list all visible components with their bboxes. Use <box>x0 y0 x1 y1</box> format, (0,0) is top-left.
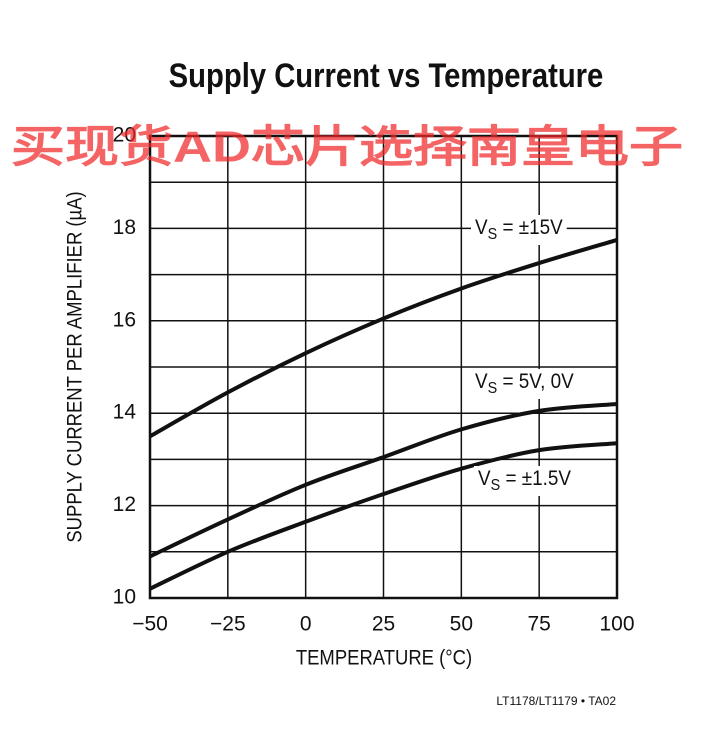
y-tick-label: 10 <box>113 586 136 609</box>
x-tick-label: −25 <box>210 613 246 636</box>
x-tick-label: 50 <box>450 613 473 636</box>
footnote: LT1178/LT1179 • TA02 <box>496 694 616 708</box>
series-label: VS = ±1.5V <box>478 468 572 495</box>
y-tick-label: 18 <box>113 216 136 239</box>
y-tick-label: 12 <box>113 493 136 516</box>
plot-frame <box>148 134 619 600</box>
watermark: 买现货AD芯片选择南皇电子 <box>11 123 683 172</box>
series-label: VS = ±15V <box>475 217 563 244</box>
x-tick-label: 75 <box>527 613 550 636</box>
series-label: VS = 5V, 0V <box>475 371 574 398</box>
x-tick-label: 100 <box>599 613 634 636</box>
chart-title: Supply Current vs Temperature <box>169 56 604 95</box>
x-tick-label: −50 <box>132 613 168 636</box>
label-background <box>471 215 567 245</box>
series-line <box>149 401 618 559</box>
label-background <box>471 369 578 399</box>
y-tick-label: 20 <box>113 124 136 147</box>
y-tick-label: 16 <box>113 308 136 331</box>
series-line <box>149 441 618 591</box>
x-axis-label: TEMPERATURE (°C) <box>296 646 472 669</box>
y-axis-label: SUPPLY CURRENT PER AMPLIFIER (µA) <box>63 191 86 542</box>
x-tick-label: 0 <box>300 613 312 636</box>
label-background <box>474 466 575 496</box>
series-line <box>149 238 618 439</box>
x-tick-label: 25 <box>372 613 395 636</box>
y-tick-label: 14 <box>113 401 137 424</box>
